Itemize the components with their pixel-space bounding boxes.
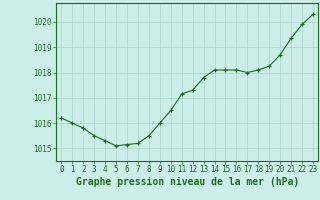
X-axis label: Graphe pression niveau de la mer (hPa): Graphe pression niveau de la mer (hPa): [76, 177, 299, 187]
